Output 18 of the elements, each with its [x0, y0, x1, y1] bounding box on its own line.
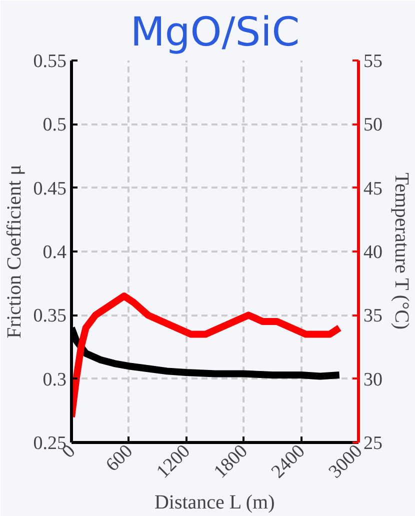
y-tick-label: 0.55 — [33, 51, 66, 72]
y2-tick-label: 25 — [364, 433, 382, 454]
y2-axis-title: Temperature T (°C) — [390, 172, 412, 330]
chart-title: MgO/SiC — [130, 10, 300, 56]
y2-tick-label: 45 — [364, 178, 382, 200]
y-tick-label: 0.4 — [42, 242, 67, 263]
y-tick-label: 0.45 — [33, 178, 66, 200]
y2-tick-label: 50 — [364, 114, 382, 136]
y2-tick-label: 55 — [364, 51, 382, 72]
y2-tick-label: 40 — [364, 242, 382, 263]
y-tick-label: 0.5 — [42, 114, 66, 136]
y2-tick-label: 30 — [364, 369, 382, 390]
y2-tick-label: 35 — [364, 306, 382, 327]
y-tick-label: 0.3 — [42, 369, 66, 390]
x-axis-title: Distance L (m) — [154, 492, 275, 514]
x-tick-label: 600 — [102, 440, 138, 476]
y-axis-title: Friction Coefficient μ — [3, 164, 26, 338]
y-tick-label: 0.35 — [33, 306, 66, 327]
